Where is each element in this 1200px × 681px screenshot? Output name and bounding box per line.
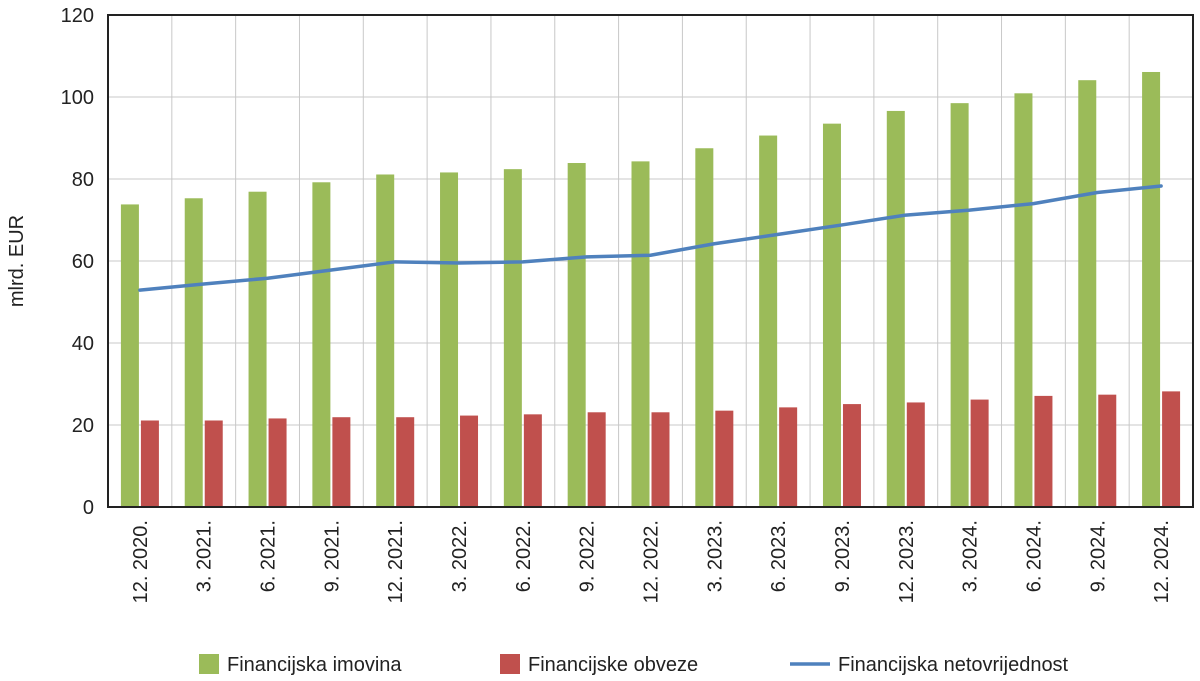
legend-label: Financijske obveze [528, 654, 698, 676]
bar-financijske-obveze [1098, 394, 1117, 507]
bar-financijska-imovina [120, 204, 139, 508]
x-tick-label: 9. 2021. [321, 520, 343, 592]
line-financijska-netovrijednost [138, 184, 1163, 292]
bar-financijske-obveze [1162, 391, 1181, 507]
y-tick-labels: 0 20 40 60 80 100 120 [61, 5, 94, 519]
bar-financijska-imovina [886, 110, 905, 507]
y-tick-label: 60 [72, 251, 94, 273]
y-tick-label: 120 [61, 5, 94, 27]
x-tick-label: 9. 2023. [832, 520, 854, 592]
y-axis-label: mlrd. EUR [6, 215, 28, 307]
plot-frame [107, 14, 1194, 508]
x-tick-label: 12. 2024. [1151, 520, 1173, 603]
x-tick-label: 9. 2022. [577, 520, 599, 592]
bar-financijska-imovina [759, 135, 778, 508]
bar-financijska-imovina [440, 172, 459, 507]
bar-financijska-imovina [695, 148, 714, 507]
y-tick-label: 20 [72, 415, 94, 437]
bar-financijska-imovina [376, 174, 395, 508]
bar-financijske-obveze [651, 412, 670, 507]
x-tick-label: 9. 2024. [1087, 520, 1109, 592]
bar-financijska-imovina [312, 182, 331, 507]
bar-financijska-imovina [1078, 80, 1097, 507]
bar-financijska-imovina [248, 191, 267, 507]
x-tick-label: 12. 2023. [896, 520, 918, 603]
bar-financijska-imovina [822, 123, 841, 508]
legend-swatch [500, 654, 520, 674]
x-tick-label: 6. 2021. [258, 520, 280, 592]
x-tick-label: 3. 2021. [194, 520, 216, 592]
bar-financijska-imovina [631, 161, 650, 507]
bar-financijske-obveze [779, 407, 798, 507]
bar-financijske-obveze [1034, 395, 1053, 507]
bar-financijske-obveze [842, 404, 861, 507]
x-tick-label: 6. 2024. [1023, 520, 1045, 592]
x-tick-label: 6. 2023. [768, 520, 790, 592]
bar-financijske-obveze [460, 415, 479, 507]
y-tick-label: 80 [72, 169, 94, 191]
x-tick-label: 12. 2020. [130, 520, 152, 603]
bar-financijska-imovina [1014, 93, 1033, 507]
bar-financijske-obveze [268, 418, 287, 507]
y-tick-label: 40 [72, 333, 94, 355]
y-tick-label: 100 [61, 87, 94, 109]
y-tick-label: 0 [83, 497, 94, 519]
x-tick-labels: 12. 2020. 3. 2021. 6. 2021. 9. 2021. 12. 202… [130, 520, 1173, 603]
legend: Financijska imovina Financijske obveze Fin… [199, 654, 1069, 676]
x-tick-label: 3. 2023. [704, 520, 726, 592]
x-tick-label: 3. 2022. [449, 520, 471, 592]
net-worth-line-group [138, 184, 1163, 292]
x-tick-label: 12. 2021. [385, 520, 407, 603]
x-tick-label: 12. 2022. [641, 520, 663, 603]
bar-financijske-obveze [204, 420, 223, 507]
legend-swatch [199, 654, 219, 674]
legend-label: Financijska netovrijednost [838, 654, 1069, 676]
x-tick-label: 6. 2022. [513, 520, 535, 592]
bar-financijske-obveze [140, 420, 159, 507]
bar-financijske-obveze [332, 417, 351, 507]
bar-financijske-obveze [523, 414, 542, 507]
legend-label: Financijska imovina [227, 654, 402, 676]
bar-financijska-imovina [503, 169, 522, 507]
bar-financijska-imovina [1142, 71, 1161, 508]
bar-financijske-obveze [715, 410, 734, 507]
bar-financijska-imovina [184, 198, 203, 507]
bar-financijske-obveze [906, 402, 925, 507]
bar-financijske-obveze [587, 412, 606, 507]
bar-financijska-imovina [567, 163, 586, 507]
bar-financijske-obveze [396, 417, 415, 507]
bar-financijska-imovina [950, 103, 969, 508]
x-tick-label: 3. 2024. [960, 520, 982, 592]
bars [120, 71, 1181, 508]
bar-financijske-obveze [970, 399, 989, 507]
